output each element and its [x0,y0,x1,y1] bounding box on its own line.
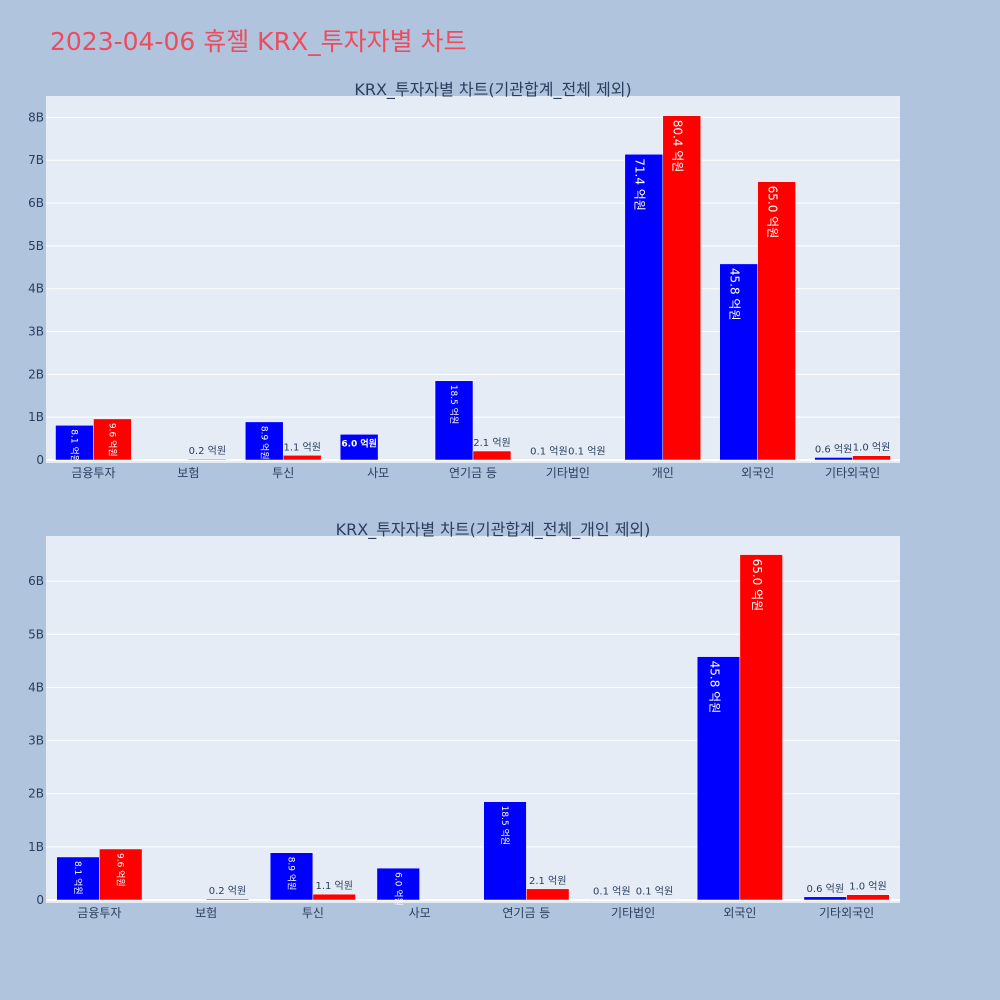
data-label: 2.1 억원 [529,875,566,887]
bar [632,899,677,901]
bar [312,893,356,901]
bar [282,455,322,461]
data-label: 18.5 억원 [448,385,460,424]
x-tick-label: 사모 [409,906,431,920]
bar [719,263,758,461]
x-tick-label: 외국인 [723,906,756,920]
bar [624,153,664,461]
data-label: 1.0 억원 [853,442,890,454]
data-label: 0.6 억원 [815,443,852,455]
bar [188,458,227,461]
data-label: 1.1 억원 [283,441,320,453]
y-tick-label: 8B [28,110,44,124]
bar [269,852,314,901]
data-label: 8.9 억원 [286,857,298,891]
x-tick-label: 사모 [367,466,389,480]
data-label: 6.0 억원 [341,437,377,449]
y-tick-label: 0 [36,893,44,907]
x-tick-label: 금융투자 [71,466,115,480]
data-label: 65.0 억원 [750,559,764,612]
bar [99,848,143,901]
x-tick-label: 기타외국인 [825,466,880,480]
y-tick-label: 5B [28,627,44,641]
bar [757,181,796,461]
data-label: 0.6 억원 [807,883,844,895]
data-label: 9.6 억원 [115,853,127,887]
x-tick-label: 개인 [652,466,674,480]
data-label: 0.2 억원 [189,445,226,457]
bar [696,656,741,901]
x-tick-label: 투신 [302,906,324,920]
bar [472,450,512,461]
bar [55,425,94,461]
data-label: 18.5 억원 [499,806,511,845]
data-label: 80.4 억원 [671,120,685,173]
chart-title: KRX_투자자별 차트(기관합계_전체 제외) [354,80,631,100]
data-label: 9.6 억원 [106,423,118,457]
x-tick-label: 보험 [177,466,199,480]
bar [434,380,474,461]
data-label: 1.0 억원 [849,881,886,893]
y-tick-label: 5B [28,239,44,253]
x-tick-label: 보험 [195,906,217,920]
data-label: 2.1 억원 [473,437,510,449]
y-tick-label: 6B [28,574,44,588]
data-label: 0.2 억원 [209,885,246,897]
chart-title: KRX_투자자별 차트(기관합계_전체_개인 제외) [336,520,651,540]
y-tick-label: 0 [36,453,44,467]
bar [205,898,250,901]
y-tick-label: 1B [28,410,44,424]
data-label: 8.1 억원 [72,861,84,895]
x-tick-label: 연기금 등 [449,466,497,480]
data-label: 45.8 억원 [707,661,721,714]
bar [662,115,701,461]
data-label: 45.8 억원 [727,268,741,321]
bar [376,867,420,901]
y-tick-label: 6B [28,196,44,210]
bar [846,894,890,901]
data-label: 71.4 억원 [633,158,647,211]
bar [93,418,132,461]
data-label: 0.1 억원 [568,446,605,458]
bar [852,455,891,461]
y-tick-label: 1B [28,840,44,854]
x-tick-label: 기타법인 [546,466,590,480]
y-tick-label: 4B [28,680,44,694]
bar [590,899,634,901]
x-tick-label: 기타외국인 [819,906,874,920]
bar [526,888,570,901]
data-label: 0.1 억원 [530,446,567,458]
data-label: 1.1 억원 [315,880,352,892]
data-label: 6.0 억원 [392,872,404,906]
bar [56,856,100,901]
y-tick-label: 7B [28,153,44,167]
x-tick-label: 연기금 등 [502,906,550,920]
bar [739,554,783,901]
data-label: 0.1 억원 [593,885,630,897]
x-tick-label: 금융투자 [77,906,121,920]
page-title: 2023-04-06 휴젤 KRX_투자자별 차트 [50,27,467,56]
x-tick-label: 외국인 [741,466,774,480]
bar [483,801,527,901]
x-tick-label: 기타법인 [611,906,655,920]
bar [803,896,847,901]
bar [339,434,379,461]
y-tick-label: 4B [28,282,44,296]
data-label: 8.9 억원 [258,426,270,460]
y-tick-label: 3B [28,734,44,748]
bar [245,421,284,461]
y-tick-label: 2B [28,787,44,801]
data-label: 8.1 억원 [68,429,80,463]
y-tick-label: 2B [28,367,44,381]
data-label: 65.0 억원 [765,186,779,239]
y-tick-label: 3B [28,325,44,339]
data-label: 0.1 억원 [636,885,673,897]
x-tick-label: 투신 [272,466,294,480]
